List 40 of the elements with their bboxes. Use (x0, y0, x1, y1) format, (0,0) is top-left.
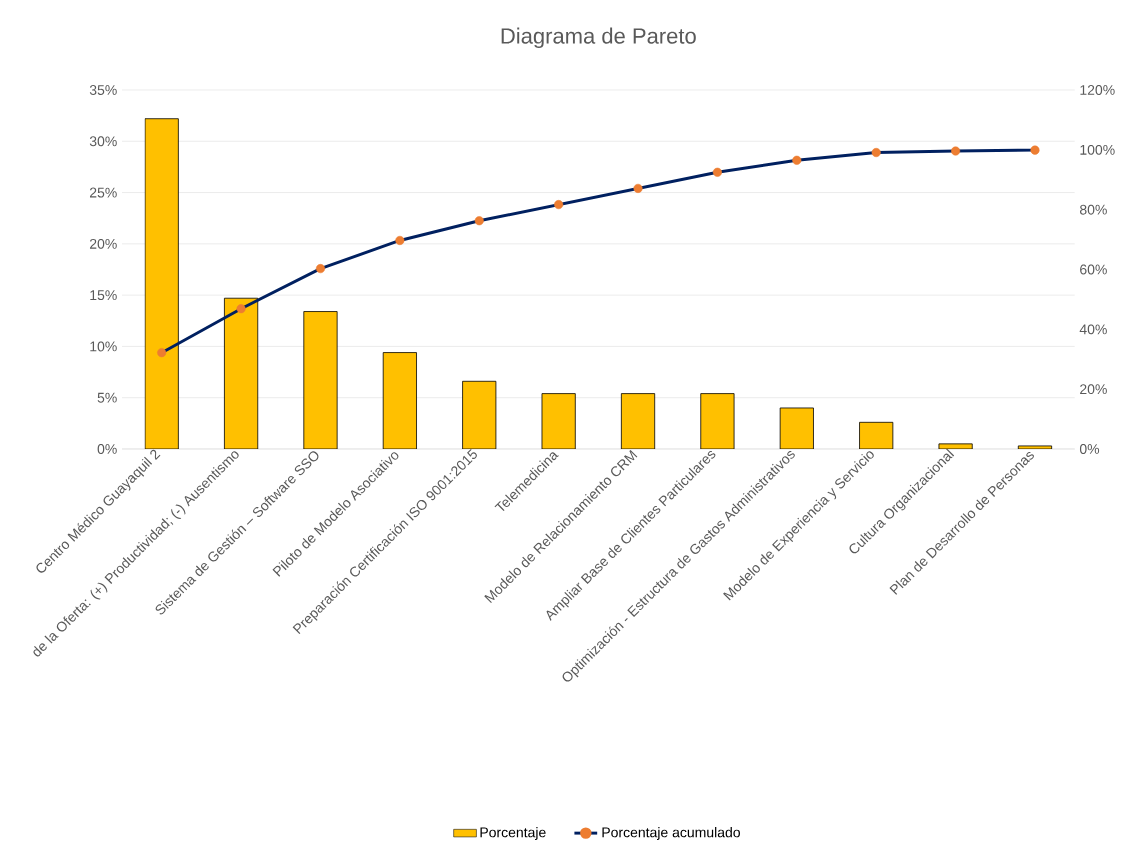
bar (779, 407, 814, 449)
bar (303, 311, 338, 449)
bar (700, 393, 735, 449)
y-tick-label: 10% (90, 341, 117, 352)
bar (224, 297, 259, 449)
point (554, 200, 564, 210)
bar (541, 393, 576, 449)
y2-tick-label: 120% (1080, 85, 1115, 95)
point (792, 155, 802, 165)
y-tick-label: 35% (89, 85, 117, 95)
y-tick-label: 20% (89, 238, 117, 249)
y-tick-label: 0% (97, 444, 117, 454)
y-tick-label: 30% (89, 136, 117, 147)
point (157, 348, 167, 358)
bar (144, 118, 179, 449)
y-tick-label: 5% (97, 392, 117, 403)
legend-label: Porcentaje (480, 827, 546, 841)
bar (859, 421, 894, 449)
point (236, 304, 246, 314)
point (871, 147, 881, 158)
y2-tick-label: 20% (1080, 384, 1107, 395)
y2-tick-label: 100% (1080, 144, 1115, 155)
point (1030, 145, 1040, 155)
y2-tick-label: 80% (1079, 204, 1107, 215)
y2-tick-label: 60% (1080, 264, 1107, 275)
point (474, 216, 484, 226)
bar (620, 393, 656, 449)
bar (382, 352, 417, 449)
y-tick-label: 25% (89, 187, 117, 198)
y2-tick-label: 0% (1079, 444, 1100, 454)
point (315, 264, 326, 274)
y2-tick-label: 40% (1079, 324, 1107, 335)
bar (462, 380, 497, 449)
legend-label: Porcentaje acumulado (602, 827, 740, 841)
point (633, 183, 643, 193)
point (951, 146, 961, 156)
point (395, 235, 405, 246)
y-tick-label: 15% (90, 290, 117, 301)
chart-title: Diagrama de Pareto (501, 27, 696, 49)
point (712, 167, 722, 177)
